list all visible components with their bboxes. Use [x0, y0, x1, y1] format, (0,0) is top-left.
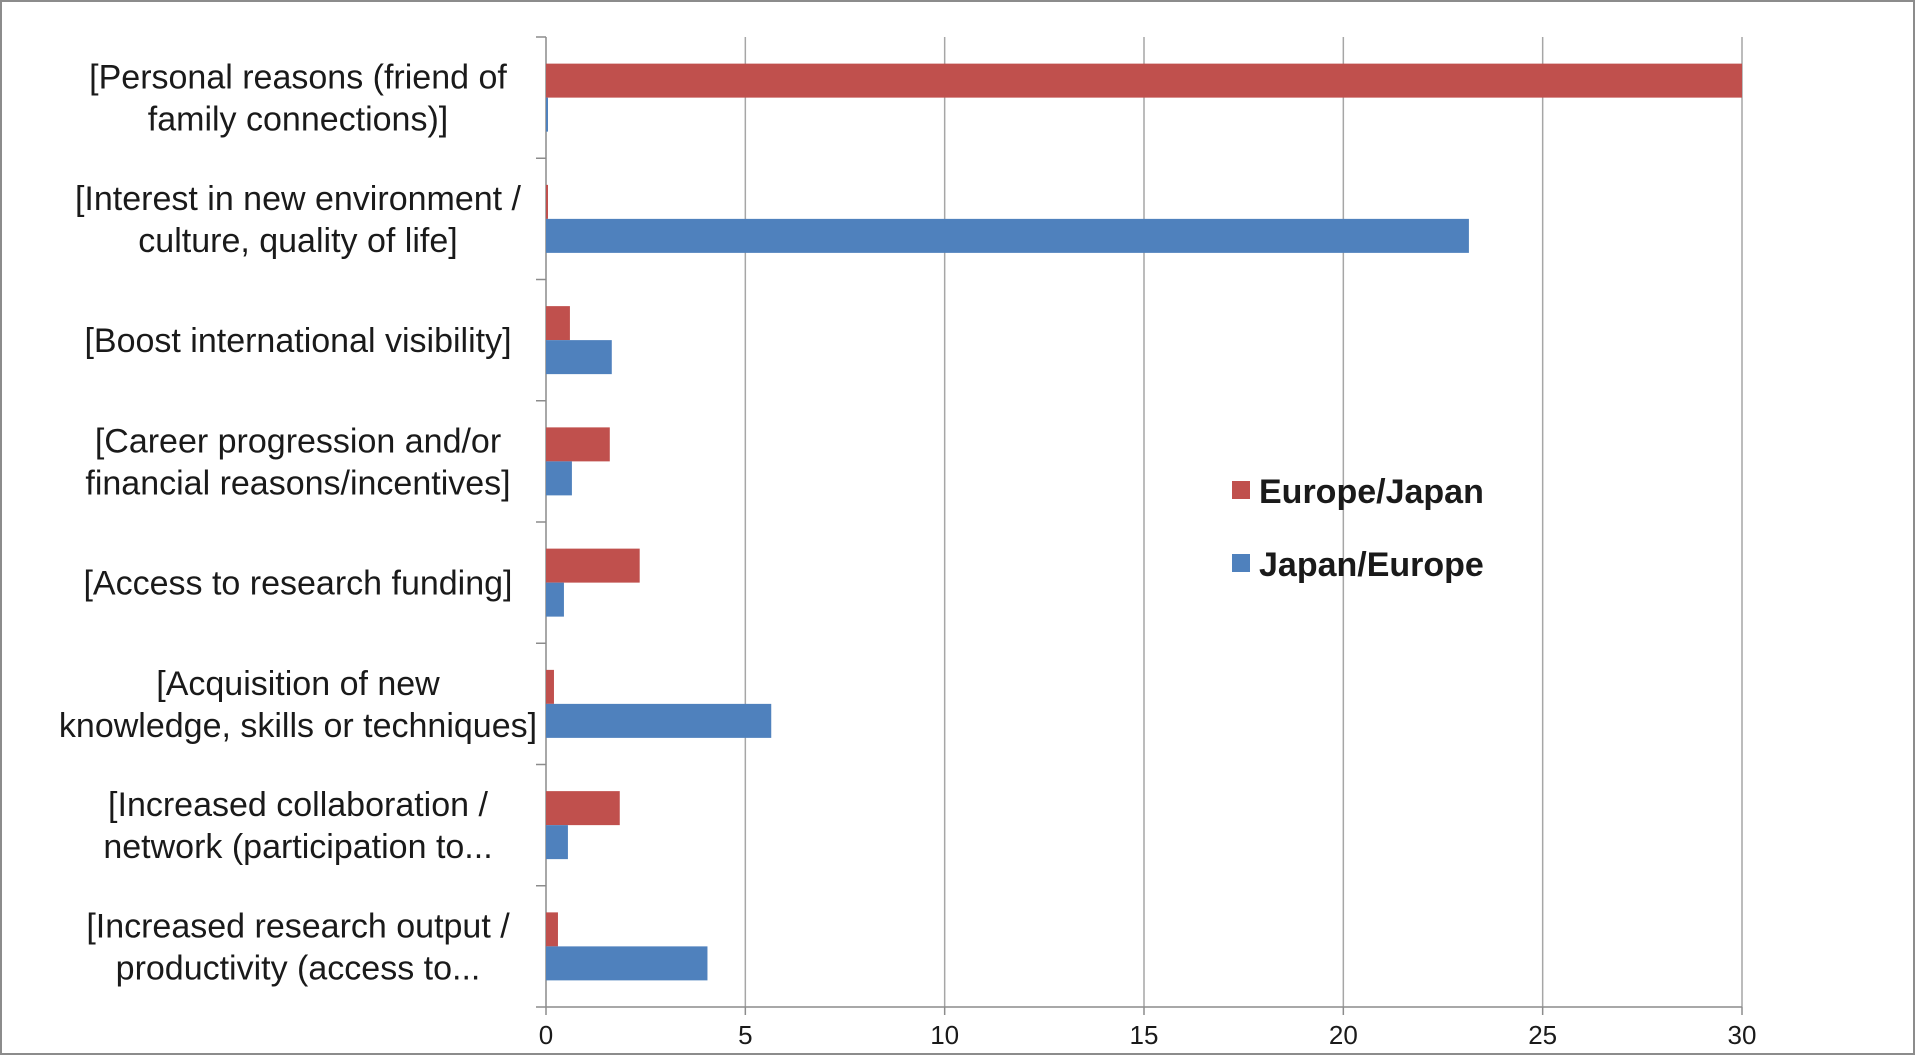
- bar-japan-europe: [546, 582, 564, 617]
- category-labels: [Personal reasons (friend of family conne…: [59, 59, 537, 988]
- x-tick-label: 5: [738, 1020, 752, 1050]
- legend: Europe/Japan Japan/Europe: [1232, 473, 1484, 584]
- x-tick-label: 30: [1728, 1020, 1757, 1050]
- legend-swatch: [1232, 481, 1250, 499]
- bar-japan-europe: [546, 825, 568, 860]
- category-label: [Increased research output / productivity…: [86, 907, 510, 987]
- bar-europe-japan: [546, 63, 1742, 98]
- x-tick-label: 20: [1329, 1020, 1358, 1050]
- bar-japan-europe: [546, 946, 708, 981]
- category-label: [Increased collaboration / network (parti…: [103, 786, 492, 866]
- bar-japan-europe: [546, 461, 572, 496]
- bar-japan-europe: [546, 703, 772, 738]
- category-label: [Acquisition of new knowledge, skills or …: [59, 665, 537, 745]
- category-label: [Access to research funding]: [83, 565, 512, 603]
- bar-europe-japan: [546, 669, 554, 704]
- x-tick-label: 0: [539, 1020, 553, 1050]
- bar-japan-europe: [546, 97, 548, 132]
- x-tick-label: 15: [1130, 1020, 1159, 1050]
- axes: [536, 36, 1743, 1015]
- bar-europe-japan: [546, 912, 558, 947]
- legend-label: Europe/Japan: [1259, 473, 1484, 511]
- category-label: [Career progression and/or financial reas…: [85, 422, 510, 502]
- legend-swatch: [1232, 554, 1250, 572]
- category-label: [Interest in new environment / culture, q…: [75, 180, 522, 260]
- bar-europe-japan: [546, 184, 548, 219]
- x-tick-labels: 0 5 10 15 20 25 30: [539, 1020, 1757, 1050]
- bar-japan-europe: [546, 340, 612, 375]
- bar-europe-japan: [546, 548, 640, 583]
- bar-japan-europe: [546, 218, 1469, 253]
- bar-europe-japan: [546, 791, 620, 826]
- gridlines: [744, 37, 1743, 1007]
- bar-europe-japan: [546, 427, 610, 462]
- category-label: [Boost international visibility]: [84, 322, 511, 360]
- x-tick-label: 25: [1528, 1020, 1557, 1050]
- legend-label: Japan/Europe: [1259, 546, 1484, 584]
- category-label: [Personal reasons (friend of family conne…: [89, 59, 507, 139]
- x-tick-label: 10: [930, 1020, 959, 1050]
- bar-europe-japan: [546, 306, 570, 341]
- bars: [546, 63, 1742, 981]
